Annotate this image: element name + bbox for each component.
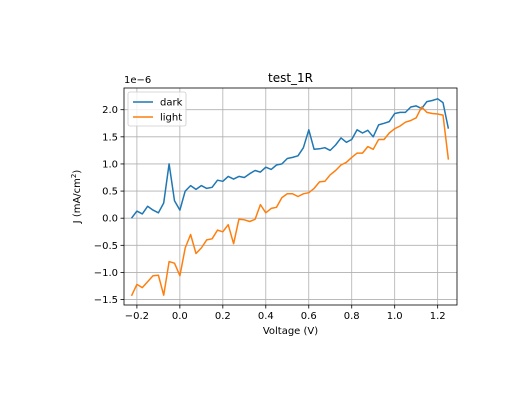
- grid: [124, 88, 457, 305]
- x-tick-label: 0.0: [172, 311, 188, 322]
- series-lines: [130, 98, 450, 297]
- x-tick-label: 1.0: [387, 311, 403, 322]
- y-axis-label-main: J (mA/cm: [72, 178, 83, 224]
- x-tick-label: 0.8: [344, 311, 360, 322]
- y-tick-label: −0.5: [94, 241, 118, 252]
- chart-title: test_1R: [268, 71, 313, 85]
- y-tick-label: 0.0: [102, 214, 118, 225]
- x-tick-label: 0.6: [301, 311, 317, 322]
- x-tick-label: 1.2: [430, 311, 446, 322]
- legend-label-light: light: [160, 113, 182, 124]
- y-offset-label: 1e−6: [124, 75, 151, 86]
- x-tick-label: 0.2: [215, 311, 231, 322]
- x-tick-label: −0.2: [125, 311, 149, 322]
- series-line-light: [130, 106, 450, 297]
- y-tick-label: 0.5: [102, 187, 118, 198]
- y-axis-label-close: ): [72, 170, 83, 174]
- axis-ticks: −0.2 0.0 0.2 0.4 0.6 0.8 1.0 1.2 −1.5 −1.0 −0.5 0.0…: [94, 105, 446, 322]
- x-axis-label: Voltage (V): [263, 326, 318, 337]
- y-axis-label: J (mA/cm2): [70, 170, 83, 225]
- y-tick-label: −1.5: [94, 295, 118, 306]
- y-tick-label: 1.0: [102, 159, 118, 170]
- legend: dark light: [127, 91, 187, 127]
- x-tick-label: 0.4: [258, 311, 274, 322]
- y-tick-label: −1.0: [94, 268, 118, 279]
- y-axis-label-superscript: 2: [70, 174, 78, 178]
- y-tick-label: 1.5: [102, 132, 118, 143]
- plot-frame: [123, 87, 458, 306]
- y-tick-label: 2.0: [102, 105, 118, 116]
- legend-label-dark: dark: [160, 98, 183, 109]
- series-line-dark: [130, 98, 450, 219]
